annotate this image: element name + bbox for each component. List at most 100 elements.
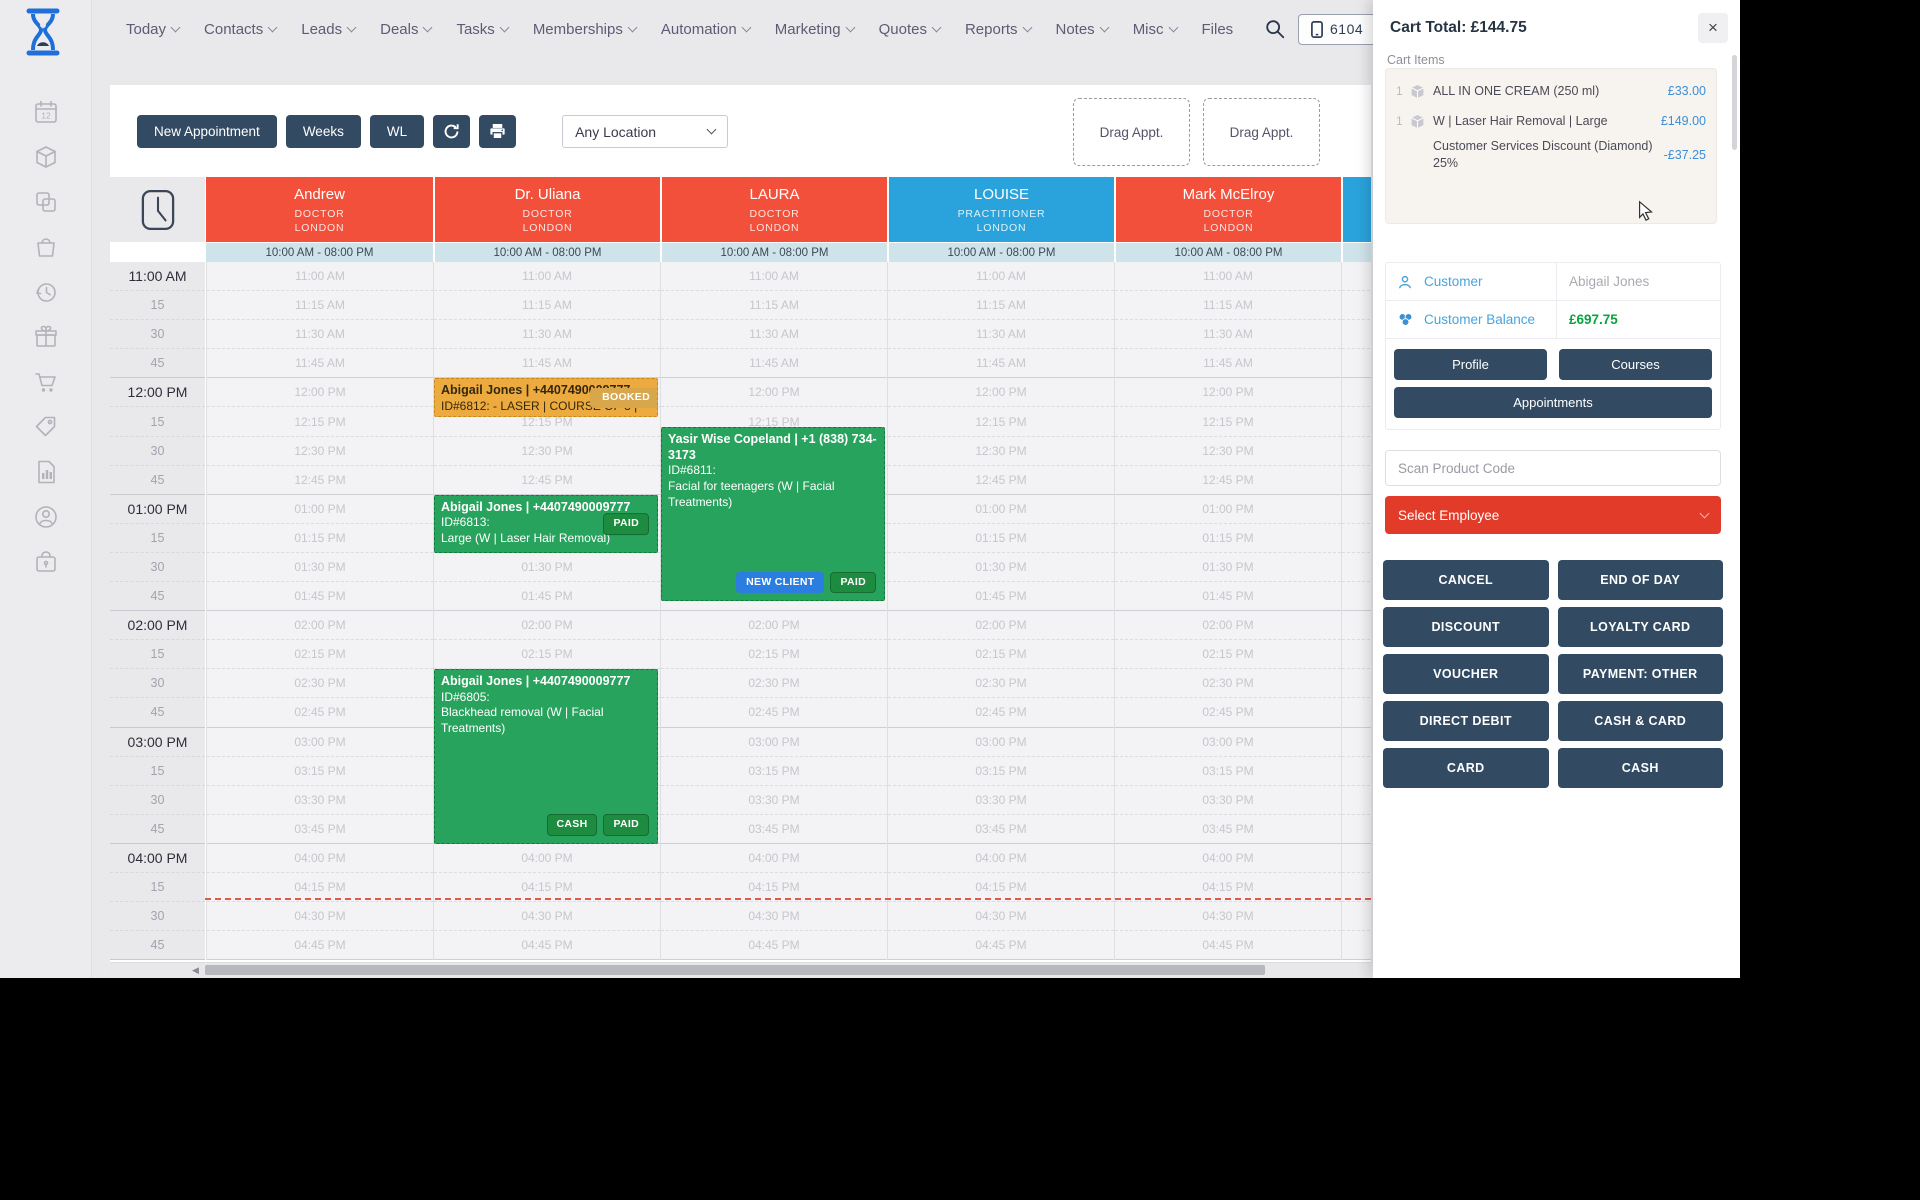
cart-item-row[interactable]: 1 ALL IN ONE CREAM (250 ml) £33.00 <box>1396 78 1706 104</box>
grid-cell[interactable]: 02:45 PM <box>207 698 433 728</box>
column-header-extra[interactable] <box>1341 177 1371 242</box>
grid-cell[interactable]: 04:30 PM <box>888 902 1114 932</box>
appointments-button[interactable]: Appointments <box>1394 387 1712 418</box>
grid-cell[interactable]: 02:30 PM <box>888 669 1114 699</box>
close-icon[interactable]: × <box>1698 13 1728 43</box>
grid-cell[interactable]: 11:30 AM <box>661 320 887 350</box>
grid-cell[interactable]: 02:45 PM <box>888 698 1114 728</box>
grid-cell[interactable]: 02:30 PM <box>1115 669 1341 699</box>
cancel-button[interactable]: CANCEL <box>1383 560 1549 600</box>
grid-cell[interactable]: 03:15 PM <box>207 757 433 786</box>
grid-cell[interactable]: 11:45 AM <box>1342 349 1371 379</box>
refresh-button[interactable] <box>433 115 471 148</box>
grid-cell[interactable]: 11:15 AM <box>1342 291 1371 321</box>
nav-item-today[interactable]: Today <box>126 21 181 38</box>
grid-cell[interactable]: 04:45 PM <box>207 931 433 961</box>
grid-cell[interactable]: 03:30 PM <box>207 786 433 815</box>
grid-cell[interactable]: 04:00 PM <box>661 844 887 873</box>
nav-item-tasks[interactable]: Tasks <box>456 21 510 38</box>
location-select[interactable]: Any Location <box>562 115 729 148</box>
grid-cell[interactable]: 01:00 PM <box>888 495 1114 524</box>
grid-cell[interactable]: 03:15 PM <box>661 757 887 786</box>
nav-item-reports[interactable]: Reports <box>965 21 1032 38</box>
grid-cell[interactable]: 11:00 AM <box>661 262 887 292</box>
grid-cell[interactable]: 04:30 PM <box>434 902 660 932</box>
drag-appointment-slot-1[interactable]: Drag Appt. <box>1073 98 1190 166</box>
grid-cell[interactable]: 01:15 PM <box>207 524 433 553</box>
grid-cell[interactable]: 04:00 PM <box>207 844 433 873</box>
grid-cell[interactable]: 01:30 PM <box>207 553 433 583</box>
grid-cell[interactable]: 03:00 PM <box>888 728 1114 757</box>
grid-cell[interactable]: 11:15 AM <box>888 291 1114 321</box>
grid-cell[interactable]: 03:45 PM <box>1342 815 1371 844</box>
grid-cell[interactable]: 01:45 PM <box>1115 582 1341 612</box>
history-icon[interactable] <box>33 279 59 305</box>
grid-cell[interactable]: 03:45 PM <box>661 815 887 844</box>
gift-icon[interactable] <box>33 324 59 350</box>
grid-cell[interactable]: 02:00 PM <box>434 611 660 641</box>
grid-cell[interactable]: 11:15 AM <box>1115 291 1341 321</box>
calendar-icon[interactable]: 12 <box>33 99 59 125</box>
grid-cell[interactable]: 12:15 PM <box>1115 407 1341 437</box>
grid-cell[interactable]: 02:30 PM <box>207 669 433 699</box>
discount-button[interactable]: DISCOUNT <box>1383 607 1549 647</box>
appointment-block[interactable]: Abigail Jones | +4407490009777 ID#6812: -… <box>434 378 658 418</box>
grid-cell[interactable]: 04:00 PM <box>1342 844 1371 873</box>
grid-cell[interactable]: 02:30 PM <box>1342 669 1371 699</box>
grid-cell[interactable]: 03:45 PM <box>207 815 433 844</box>
grid-cell[interactable]: 03:15 PM <box>1115 757 1341 786</box>
column-header-mark-mcelroy[interactable]: Mark McElroy DOCTOR LONDON <box>1114 177 1341 242</box>
voucher-button[interactable]: VOUCHER <box>1383 654 1549 694</box>
grid-cell[interactable]: 03:30 PM <box>1115 786 1341 815</box>
grid-cell[interactable]: 04:15 PM <box>888 873 1114 903</box>
grid-cell[interactable]: 11:30 AM <box>1115 320 1341 350</box>
grid-cell[interactable]: 02:00 PM <box>207 611 433 641</box>
grid-cell[interactable]: 04:00 PM <box>434 844 660 873</box>
grid-cell[interactable]: 02:15 PM <box>661 640 887 670</box>
grid-cell[interactable]: 04:15 PM <box>434 873 660 903</box>
account-icon[interactable] <box>33 504 59 530</box>
horizontal-scrollbar[interactable]: ◀ <box>110 962 1371 976</box>
grid-cell[interactable]: 02:15 PM <box>434 640 660 670</box>
grid-cell[interactable]: 12:15 PM <box>207 407 433 437</box>
grid-cell[interactable]: 11:00 AM <box>888 262 1114 292</box>
grid-cell[interactable]: 02:15 PM <box>1342 640 1371 670</box>
grid-cell[interactable]: 04:15 PM <box>207 873 433 903</box>
nav-item-files[interactable]: Files <box>1202 21 1234 38</box>
nav-item-notes[interactable]: Notes <box>1056 21 1110 38</box>
case-lock-icon[interactable] <box>33 549 59 575</box>
grid-cell[interactable]: 03:15 PM <box>1342 757 1371 786</box>
grid-cell[interactable]: 12:30 PM <box>888 437 1114 466</box>
cart-scrollbar-thumb[interactable] <box>1732 55 1737 150</box>
grid-cell[interactable]: 12:45 PM <box>434 466 660 495</box>
nav-item-quotes[interactable]: Quotes <box>879 21 942 38</box>
grid-cell[interactable]: 04:15 PM <box>1342 873 1371 903</box>
grid-cell[interactable]: 04:45 PM <box>1115 931 1341 961</box>
grid-cell[interactable]: 02:00 PM <box>661 611 887 641</box>
customer-link[interactable]: Customer <box>1424 274 1483 289</box>
grid-cell[interactable]: 02:45 PM <box>1342 698 1371 728</box>
nav-item-memberships[interactable]: Memberships <box>533 21 638 38</box>
grid-cell[interactable]: 11:45 AM <box>207 349 433 379</box>
cart-item-row[interactable]: 1 W | Laser Hair Removal | Large £149.00 <box>1396 108 1706 134</box>
end-of-day-button[interactable]: END OF DAY <box>1557 560 1723 600</box>
grid-cell[interactable]: 01:45 PM <box>434 582 660 612</box>
grid-cell[interactable]: 12:00 PM <box>661 378 887 408</box>
grid-cell[interactable]: 01:00 PM <box>1342 495 1371 524</box>
appointment-block[interactable]: Yasir Wise Copeland | +1 (838) 734-3173 I… <box>661 426 885 602</box>
grid-cell[interactable]: 03:45 PM <box>888 815 1114 844</box>
package-icon[interactable] <box>33 144 59 170</box>
loyalty-card-button[interactable]: LOYALTY CARD <box>1557 607 1723 647</box>
grid-cell[interactable]: 04:15 PM <box>661 873 887 903</box>
grid-cell[interactable]: 04:45 PM <box>434 931 660 961</box>
grid-cell[interactable]: 02:45 PM <box>1115 698 1341 728</box>
grid-cell[interactable]: 11:30 AM <box>1342 320 1371 350</box>
grid-cell[interactable]: 11:45 AM <box>434 349 660 379</box>
grid-cell[interactable]: 11:15 AM <box>207 291 433 321</box>
nav-item-automation[interactable]: Automation <box>661 21 752 38</box>
grid-cell[interactable]: 03:00 PM <box>207 728 433 757</box>
grid-cell[interactable]: 12:45 PM <box>1342 466 1371 495</box>
courses-button[interactable]: Courses <box>1559 349 1712 380</box>
grid-cell[interactable]: 01:15 PM <box>1342 524 1371 553</box>
grid-cell[interactable]: 11:30 AM <box>434 320 660 350</box>
